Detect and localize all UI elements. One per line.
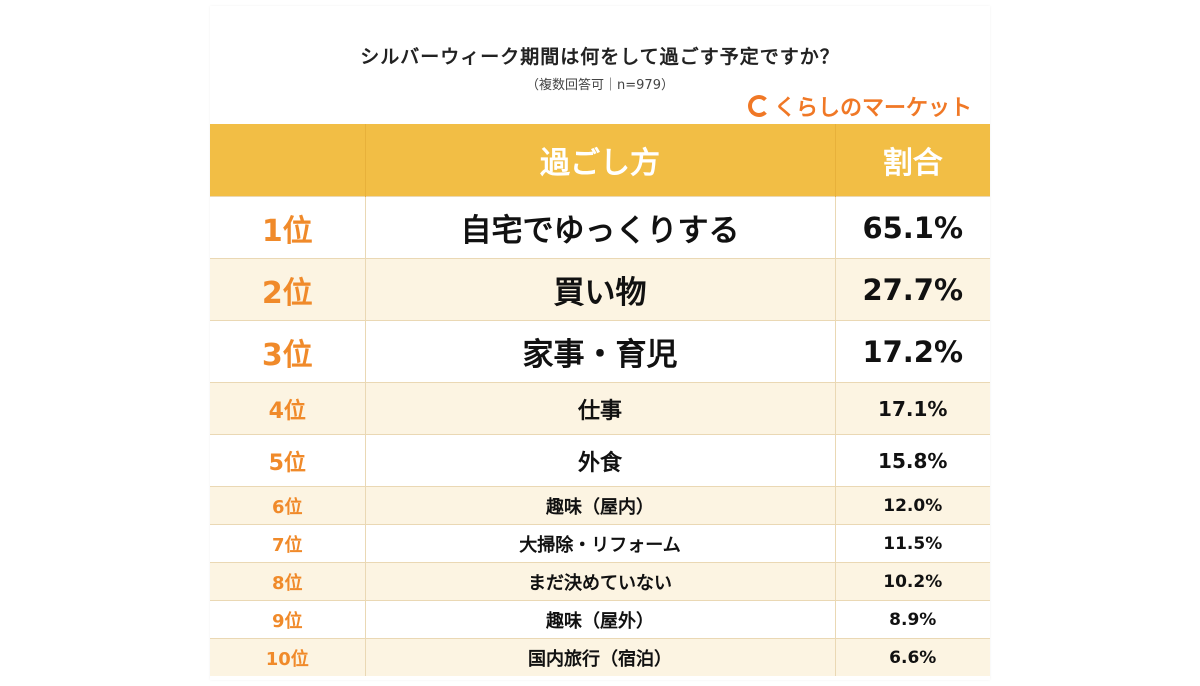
table-row: 6位 趣味（屋内） 12.0% xyxy=(210,486,990,525)
rank-cell: 2位 xyxy=(210,258,365,321)
percent-cell: 27.7% xyxy=(834,258,990,321)
rank-cell: 1位 xyxy=(210,196,365,259)
activity-cell: 仕事 xyxy=(364,382,835,435)
activity-cell: 大掃除・リフォーム xyxy=(364,524,835,563)
rank-cell: 10位 xyxy=(210,638,365,676)
activity-cell: 買い物 xyxy=(364,258,835,321)
percent-cell: 12.0% xyxy=(834,486,990,525)
table-row: 3位 家事・育児 17.2% xyxy=(210,320,990,383)
rank-cell: 6位 xyxy=(210,486,365,525)
table-header-row: 過ごし方 割合 xyxy=(210,124,990,197)
activity-cell: 趣味（屋内） xyxy=(364,486,835,525)
rank-cell: 9位 xyxy=(210,600,365,639)
logo-mark-icon xyxy=(747,95,770,117)
activity-cell: 家事・育児 xyxy=(364,320,835,383)
percent-cell: 17.1% xyxy=(834,382,990,435)
percent-cell: 17.2% xyxy=(834,320,990,383)
header-rank xyxy=(210,124,365,197)
activity-cell: まだ決めていない xyxy=(364,562,835,601)
percent-cell: 65.1% xyxy=(834,196,990,259)
percent-cell: 10.2% xyxy=(834,562,990,601)
percent-cell: 8.9% xyxy=(834,600,990,639)
header-percent: 割合 xyxy=(834,124,990,197)
brand-logo: くらしのマーケット xyxy=(747,90,972,122)
table-row: 1位 自宅でゆっくりする 65.1% xyxy=(210,196,990,259)
ranking-table: 過ごし方 割合 1位 自宅でゆっくりする 65.1% 2位 買い物 27.7% … xyxy=(210,124,990,676)
survey-title: シルバーウィーク期間は何をして過ごす予定ですか？ xyxy=(360,46,840,68)
percent-cell: 11.5% xyxy=(834,524,990,563)
ranking-card: シルバーウィーク期間は何をして過ごす予定ですか？ （複数回答可｜n=979） く… xyxy=(210,6,990,680)
activity-cell: 趣味（屋外） xyxy=(364,600,835,639)
table-row: 5位 外食 15.8% xyxy=(210,434,990,487)
table-row: 9位 趣味（屋外） 8.9% xyxy=(210,600,990,639)
rank-cell: 8位 xyxy=(210,562,365,601)
header-activity: 過ごし方 xyxy=(364,124,835,197)
rank-cell: 3位 xyxy=(210,320,365,383)
percent-cell: 6.6% xyxy=(834,638,990,676)
percent-cell: 15.8% xyxy=(834,434,990,487)
table-row: 7位 大掃除・リフォーム 11.5% xyxy=(210,524,990,563)
table-row: 10位 国内旅行（宿泊） 6.6% xyxy=(210,638,990,676)
table-row: 8位 まだ決めていない 10.2% xyxy=(210,562,990,601)
activity-cell: 国内旅行（宿泊） xyxy=(364,638,835,676)
rank-cell: 7位 xyxy=(210,524,365,563)
table-row: 4位 仕事 17.1% xyxy=(210,382,990,435)
survey-subtitle: （複数回答可｜n=979） xyxy=(526,78,674,93)
activity-cell: 自宅でゆっくりする xyxy=(364,196,835,259)
activity-cell: 外食 xyxy=(364,434,835,487)
brand-logo-text: くらしのマーケット xyxy=(773,96,972,121)
table-row: 2位 買い物 27.7% xyxy=(210,258,990,321)
rank-cell: 4位 xyxy=(210,382,365,435)
rank-cell: 5位 xyxy=(210,434,365,487)
